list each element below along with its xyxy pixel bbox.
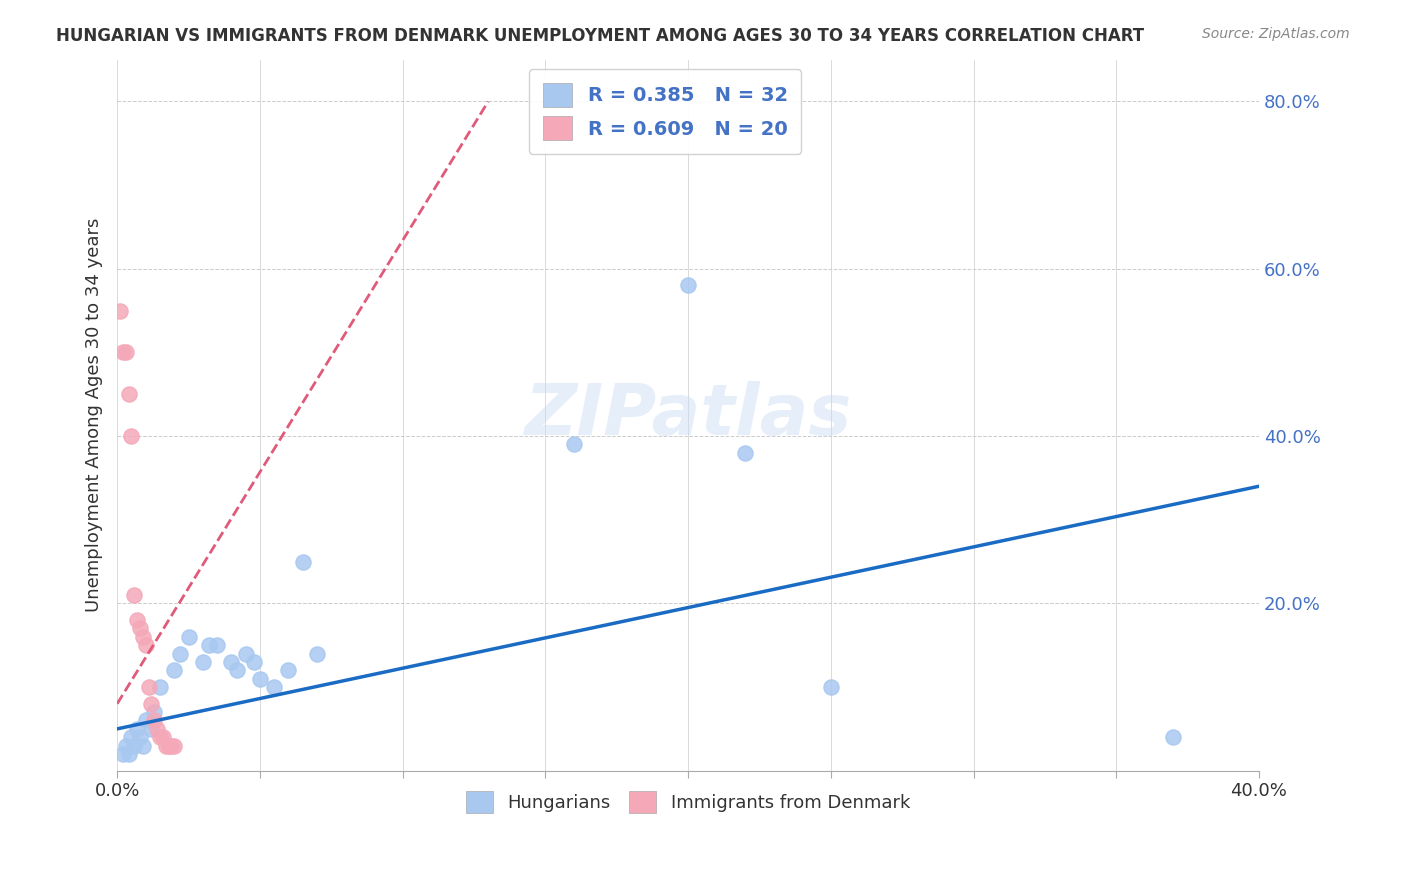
Point: [249, 672, 271, 686]
Point: [124, 588, 146, 602]
Point: [127, 613, 149, 627]
Point: [191, 655, 214, 669]
Point: [135, 714, 157, 728]
Point: [111, 747, 134, 761]
Point: [163, 663, 186, 677]
Point: [135, 638, 157, 652]
Text: ZIPatlas: ZIPatlas: [524, 381, 852, 450]
Y-axis label: Unemployment Among Ages 30 to 34 years: Unemployment Among Ages 30 to 34 years: [86, 218, 103, 612]
Point: [235, 647, 257, 661]
Point: [129, 730, 152, 744]
Point: [117, 747, 139, 761]
Point: [143, 714, 166, 728]
Point: [132, 630, 155, 644]
Point: [205, 638, 228, 652]
Point: [155, 739, 177, 753]
Point: [146, 722, 169, 736]
Point: [163, 739, 186, 753]
Point: [152, 730, 174, 744]
Point: [305, 647, 328, 661]
Point: [111, 345, 134, 359]
Point: [149, 680, 172, 694]
Point: [169, 647, 191, 661]
Point: [132, 739, 155, 753]
Point: [197, 638, 219, 652]
Point: [226, 663, 249, 677]
Point: [734, 446, 756, 460]
Point: [291, 555, 314, 569]
Point: [243, 655, 266, 669]
Point: [676, 278, 699, 293]
Point: [143, 705, 166, 719]
Point: [124, 739, 146, 753]
Point: [114, 345, 136, 359]
Point: [1163, 730, 1185, 744]
Point: [117, 387, 139, 401]
Point: [141, 722, 163, 736]
Point: [177, 630, 200, 644]
Point: [221, 655, 243, 669]
Point: [138, 680, 160, 694]
Point: [141, 697, 163, 711]
Point: [129, 622, 152, 636]
Point: [277, 663, 299, 677]
Point: [149, 730, 172, 744]
Legend: Hungarians, Immigrants from Denmark: Hungarians, Immigrants from Denmark: [454, 779, 922, 826]
Text: Source: ZipAtlas.com: Source: ZipAtlas.com: [1202, 27, 1350, 41]
Text: HUNGARIAN VS IMMIGRANTS FROM DENMARK UNEMPLOYMENT AMONG AGES 30 TO 34 YEARS CORR: HUNGARIAN VS IMMIGRANTS FROM DENMARK UNE…: [56, 27, 1144, 45]
Point: [114, 739, 136, 753]
Point: [263, 680, 285, 694]
Point: [562, 437, 585, 451]
Point: [121, 429, 143, 443]
Point: [820, 680, 842, 694]
Point: [160, 739, 183, 753]
Point: [121, 730, 143, 744]
Point: [157, 739, 180, 753]
Point: [108, 303, 131, 318]
Point: [127, 722, 149, 736]
